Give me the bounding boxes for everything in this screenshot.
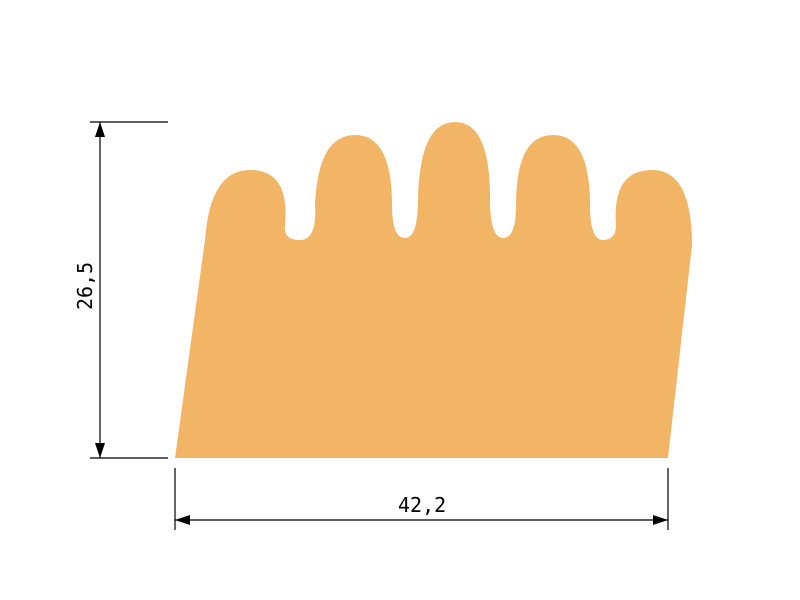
- height-label: 26,5: [73, 262, 97, 310]
- profile-shape: [175, 122, 692, 458]
- width-arrow-left: [175, 515, 190, 525]
- width-label: 42,2: [398, 493, 446, 517]
- height-arrow-top: [95, 122, 105, 137]
- width-arrow-right: [653, 515, 668, 525]
- diagram-svg: 26,5 42,2: [0, 0, 800, 600]
- height-dimension: 26,5: [73, 122, 168, 458]
- diagram-container: 26,5 42,2: [0, 0, 800, 600]
- height-arrow-bottom: [95, 443, 105, 458]
- width-dimension: 42,2: [175, 468, 668, 530]
